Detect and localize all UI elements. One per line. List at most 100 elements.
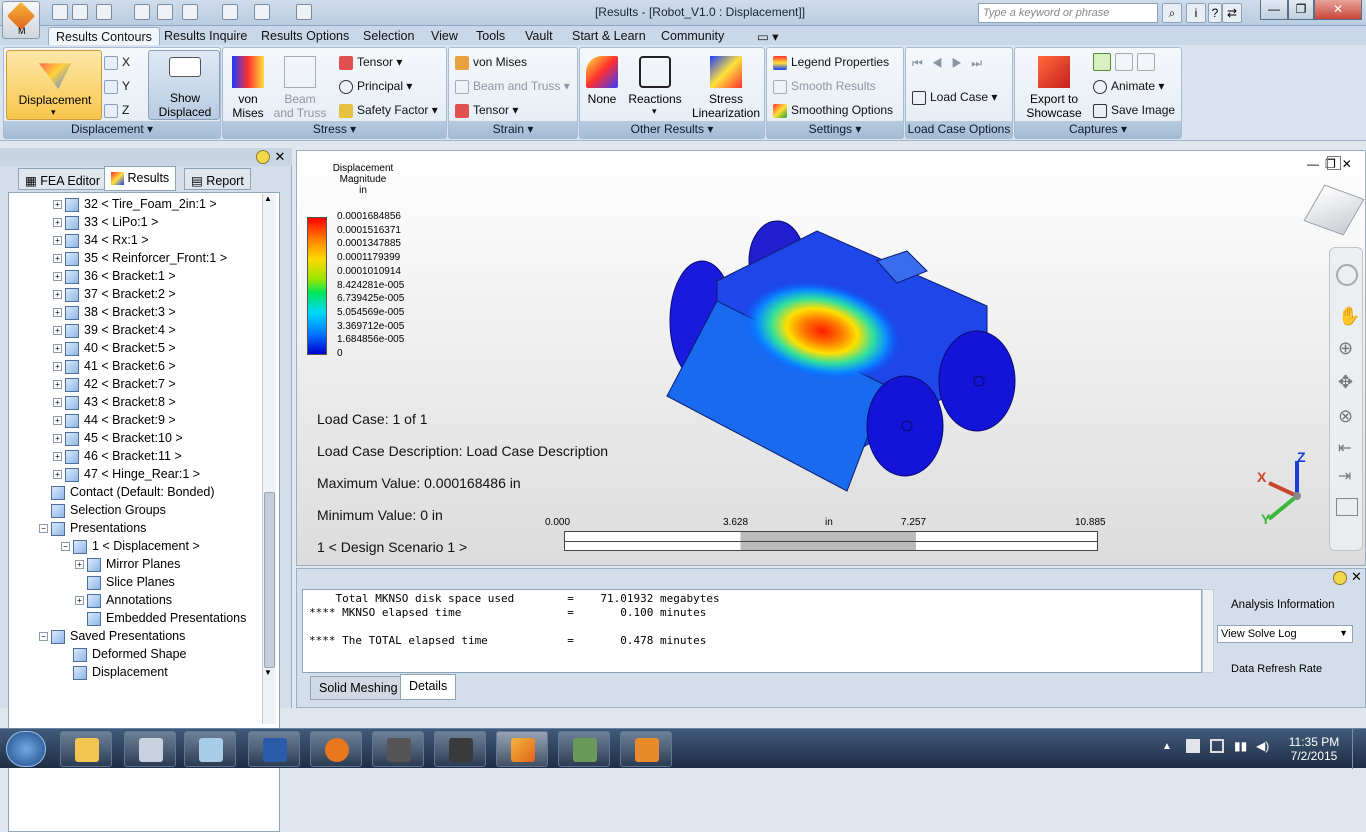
- load-case-button[interactable]: Load Case ▾: [912, 90, 997, 105]
- capture-icon[interactable]: [1093, 53, 1111, 71]
- close-button[interactable]: ✕: [1314, 0, 1362, 20]
- tree-item[interactable]: Deformed Shape: [61, 645, 187, 663]
- expand-toggle-icon[interactable]: −: [61, 542, 70, 552]
- smooth-results-button[interactable]: Smooth Results: [773, 79, 876, 94]
- x-component-button[interactable]: X: [104, 55, 130, 70]
- tree-item[interactable]: Selection Groups: [39, 501, 166, 519]
- tree-item[interactable]: +34 < Rx:1 >: [53, 231, 149, 249]
- expand-toggle-icon[interactable]: −: [39, 524, 48, 534]
- tab-results-contours[interactable]: Results Contours: [48, 27, 160, 46]
- von-mises-stress-button[interactable]: von Mises: [227, 52, 269, 122]
- expand-toggle-icon[interactable]: +: [53, 344, 62, 354]
- tree-item[interactable]: + Annotations: [75, 591, 172, 609]
- tab-solid-meshing[interactable]: Solid Meshing: [310, 676, 407, 700]
- tree-item[interactable]: +44 < Bracket:9 >: [53, 411, 176, 429]
- open-folder-icon[interactable]: [72, 4, 88, 20]
- displacement-panel-label[interactable]: Displacement ▾: [4, 121, 220, 138]
- z-component-button[interactable]: Z: [104, 103, 129, 118]
- stress-linearization-button[interactable]: Stress Linearization: [688, 52, 764, 122]
- tree-item[interactable]: − Saved Presentations: [39, 627, 185, 645]
- save-icon[interactable]: [96, 4, 112, 20]
- expand-toggle-icon[interactable]: +: [53, 200, 62, 210]
- tab-results[interactable]: Results: [104, 166, 177, 191]
- view-cube[interactable]: [1303, 184, 1365, 236]
- expand-toggle-icon[interactable]: +: [53, 272, 62, 282]
- tree-item[interactable]: +42 < Bracket:7 >: [53, 375, 176, 393]
- reactions-button[interactable]: Reactions ▾: [626, 52, 684, 122]
- close-panel-icon[interactable]: ✕: [274, 149, 286, 164]
- tensor-strain-button[interactable]: Tensor ▾: [455, 103, 518, 118]
- taskbar-calculator[interactable]: [124, 731, 176, 767]
- tab-details[interactable]: Details: [400, 674, 457, 700]
- solve-log-select[interactable]: View Solve Log ▼: [1217, 625, 1353, 643]
- expand-toggle-icon[interactable]: +: [53, 290, 62, 300]
- save-image-button[interactable]: Save Image: [1093, 103, 1175, 118]
- next-view-icon[interactable]: ⇥: [1338, 468, 1352, 485]
- tree-item[interactable]: + Mirror Planes: [75, 555, 180, 573]
- tab-selection[interactable]: Selection: [363, 29, 415, 43]
- show-desktop-button[interactable]: [1352, 729, 1366, 769]
- expand-toggle-icon[interactable]: −: [39, 632, 48, 642]
- safety-factor-button[interactable]: Safety Factor ▾: [339, 103, 438, 118]
- y-component-button[interactable]: Y: [104, 79, 130, 94]
- animate-button[interactable]: Animate ▾: [1093, 79, 1164, 94]
- steering-wheel-icon[interactable]: [1336, 264, 1358, 286]
- log-scrollbar[interactable]: [1202, 589, 1214, 673]
- strain-panel-label[interactable]: Strain ▾: [449, 121, 577, 138]
- expand-toggle-icon[interactable]: +: [53, 416, 62, 426]
- export-to-showcase-button[interactable]: Export to Showcase: [1019, 52, 1089, 122]
- tree-item[interactable]: +32 < Tire_Foam_2in:1 >: [53, 195, 217, 213]
- beam-truss-strain-button[interactable]: Beam and Truss ▾: [455, 79, 570, 94]
- network-icon[interactable]: ▮▮: [1234, 739, 1248, 753]
- graphics-viewport[interactable]: —❐✕ ✋ ⊕ ✥ ⊗ ⇤ ⇥ Displacement Magnitude i…: [296, 150, 1366, 566]
- tensor-stress-button[interactable]: Tensor ▾: [339, 55, 402, 70]
- taskbar-notes[interactable]: [184, 731, 236, 767]
- taskbar-firefox[interactable]: [310, 731, 362, 767]
- action-center-icon[interactable]: [1186, 739, 1200, 753]
- tab-vault[interactable]: Vault: [525, 29, 553, 43]
- tree-item[interactable]: Displacement: [61, 663, 168, 681]
- zoom-icon[interactable]: ⊕: [1338, 338, 1354, 358]
- tree-item[interactable]: +41 < Bracket:6 >: [53, 357, 176, 375]
- cursor-icon[interactable]: [254, 4, 270, 20]
- tree-item[interactable]: +45 < Bracket:10 >: [53, 429, 183, 447]
- help-icon[interactable]: [296, 4, 312, 20]
- tree-item[interactable]: +39 < Bracket:4 >: [53, 321, 176, 339]
- expand-toggle-icon[interactable]: +: [53, 398, 62, 408]
- expand-toggle-icon[interactable]: +: [53, 380, 62, 390]
- select-icon[interactable]: [222, 4, 238, 20]
- tab-extra-icon[interactable]: ▭ ▾: [757, 30, 779, 44]
- start-button[interactable]: [6, 731, 46, 767]
- tree-scroll-thumb[interactable]: [264, 492, 275, 668]
- taskbar-inventor-pro[interactable]: [434, 731, 486, 767]
- expand-toggle-icon[interactable]: +: [75, 596, 84, 606]
- tree-item[interactable]: +40 < Bracket:5 >: [53, 339, 176, 357]
- output-pin-icon[interactable]: [1333, 571, 1347, 585]
- previous-view-icon[interactable]: ⇤: [1338, 440, 1352, 457]
- expand-toggle-icon[interactable]: +: [53, 470, 62, 480]
- tab-report[interactable]: ▤ Report: [184, 168, 251, 190]
- exchange-icon[interactable]: ⇄: [1222, 3, 1242, 23]
- taskbar-eve[interactable]: [372, 731, 424, 767]
- pin-icon[interactable]: [256, 150, 270, 164]
- load-case-navigation[interactable]: ⏮◀▶⏭: [912, 56, 992, 70]
- application-menu-button[interactable]: M: [2, 1, 40, 39]
- show-displaced-button[interactable]: Show Displaced: [148, 50, 220, 120]
- tree-item[interactable]: − Presentations: [39, 519, 146, 537]
- home-view-icon[interactable]: [1327, 156, 1341, 170]
- show-hidden-icons[interactable]: ▲: [1162, 741, 1172, 752]
- expand-toggle-icon[interactable]: +: [53, 434, 62, 444]
- tree-scrollbar[interactable]: ▲ ▼: [262, 194, 276, 724]
- load-case-options-panel-label[interactable]: Load Case Options: [906, 121, 1012, 138]
- new-file-icon[interactable]: [52, 4, 68, 20]
- tree-item[interactable]: Contact (Default: Bonded): [39, 483, 215, 501]
- expand-toggle-icon[interactable]: +: [53, 236, 62, 246]
- settings-panel-label[interactable]: Settings ▾: [767, 121, 903, 138]
- taskbar-explorer[interactable]: [60, 731, 112, 767]
- tab-view[interactable]: View: [431, 29, 458, 43]
- tab-fea-editor[interactable]: ▦ FEA Editor: [18, 168, 108, 190]
- star-icon[interactable]: ?: [1208, 3, 1222, 23]
- pan-icon[interactable]: ✋: [1338, 306, 1361, 326]
- edit-icon[interactable]: [134, 4, 150, 20]
- restore-button[interactable]: ❐: [1288, 0, 1314, 20]
